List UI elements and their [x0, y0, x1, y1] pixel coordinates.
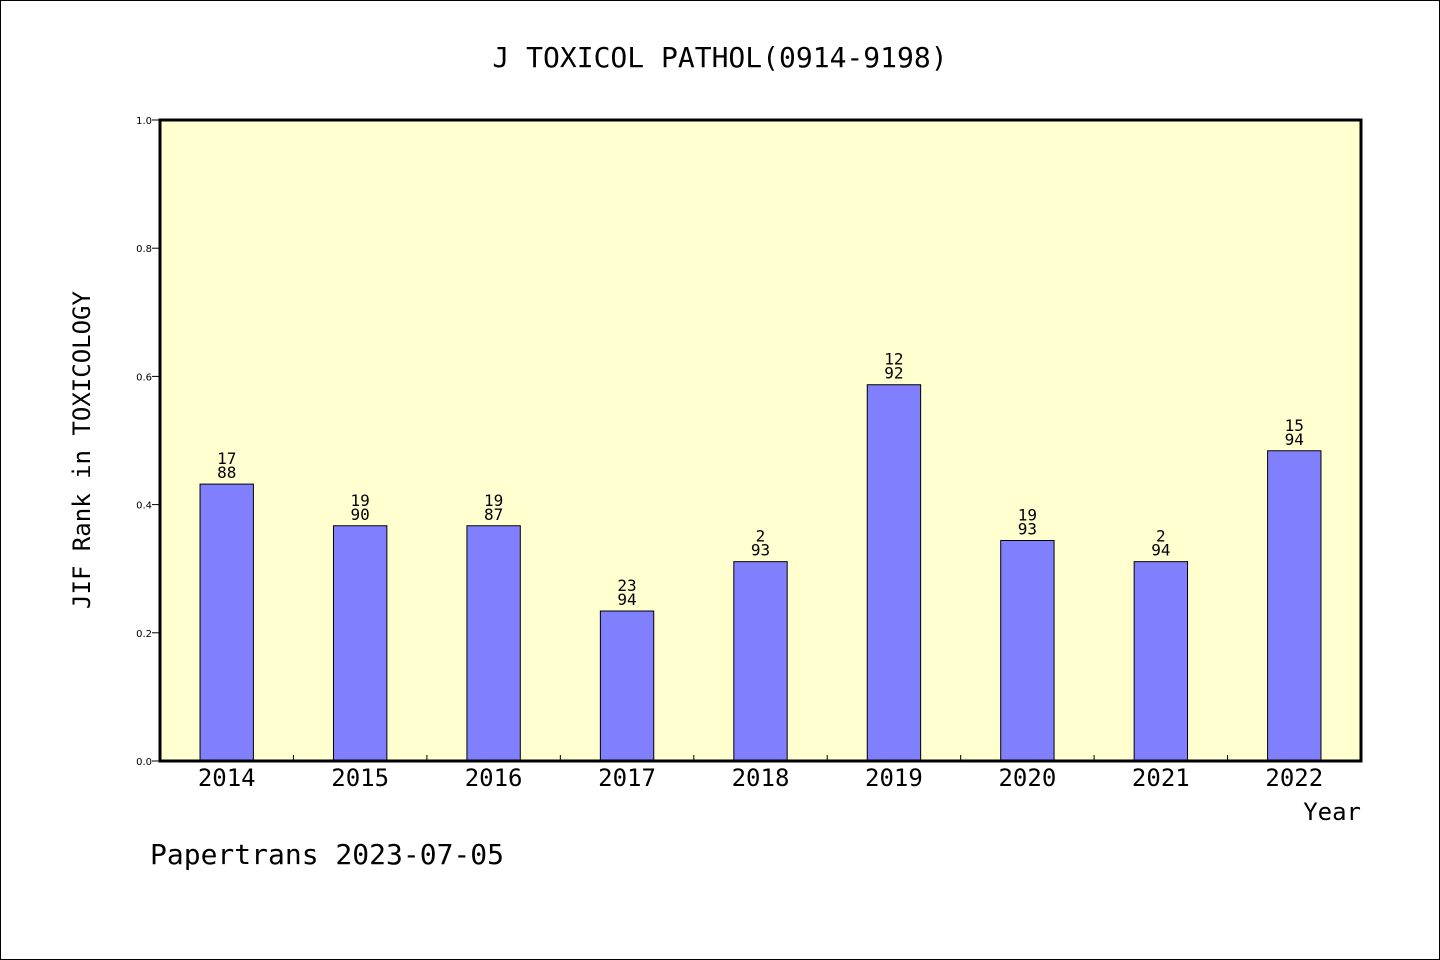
x-tick-label: 2019	[865, 764, 923, 792]
x-tick-label: 2017	[598, 764, 656, 792]
y-tick-label: 0.4	[136, 501, 152, 512]
bar-label-rank: 23	[617, 576, 636, 595]
plot-border	[158, 118, 1363, 763]
bar-label-rank: 19	[1018, 505, 1037, 524]
bar-label-total: 90	[351, 505, 370, 524]
x-axis-ticks: 2014 2015 2016 2017 2018 2019 2020 2021 2022	[198, 755, 1323, 792]
bar-label-total: 87	[484, 505, 503, 524]
bar-label-rank: 12	[884, 350, 903, 369]
x-tick-label: 2016	[465, 764, 523, 792]
bar-label-rank: 19	[351, 491, 370, 510]
bar-2022	[1267, 450, 1322, 762]
bar-label-rank: 2	[756, 527, 766, 546]
bar-2014	[199, 483, 254, 762]
bar-2019	[866, 384, 922, 762]
bar-2018	[733, 561, 788, 762]
footer-text: Papertrans 2023-07-05	[150, 838, 504, 871]
bar-label-total: 93	[1018, 519, 1037, 538]
bar-label-total: 94	[617, 590, 636, 609]
bar-label-total: 92	[884, 364, 903, 383]
bar-2020	[1000, 539, 1055, 762]
bar-label-total: 88	[217, 463, 236, 482]
bar-label-total: 94	[1285, 430, 1304, 449]
bar-label-rank: 19	[484, 491, 503, 510]
y-tick-label: 1.0	[136, 116, 152, 127]
y-tick-label: 0.8	[136, 244, 152, 255]
bar-2017	[599, 610, 655, 762]
bar-label-rank: 17	[217, 449, 236, 468]
y-tick-label: 0.6	[136, 372, 152, 383]
bar-2016	[466, 525, 521, 762]
x-tick-label: 2018	[732, 764, 790, 792]
y-tick-label: 0.2	[136, 629, 152, 640]
bar-label-total: 93	[751, 541, 770, 560]
y-axis-label: JIF Rank in TOXICOLOGY	[68, 291, 96, 609]
bar-label-rank: 15	[1285, 416, 1304, 435]
x-tick-label: 2021	[1132, 764, 1190, 792]
y-axis-ticks: 0.0 0.2 0.4 0.6 0.8 1.0	[136, 116, 160, 768]
x-tick-label: 2015	[331, 764, 389, 792]
chart-title: J TOXICOL PATHOL(0914-9198)	[492, 41, 947, 74]
x-tick-label: 2022	[1265, 764, 1323, 792]
bar-2021	[1133, 561, 1189, 762]
bar-label-total: 94	[1151, 541, 1170, 560]
x-tick-label: 2020	[998, 764, 1056, 792]
x-axis-label: Year	[1303, 798, 1361, 826]
x-tick-label: 2014	[198, 764, 256, 792]
y-tick-label: 0.0	[136, 757, 152, 768]
bar-2015	[332, 525, 388, 762]
bar-label-rank: 2	[1156, 527, 1166, 546]
